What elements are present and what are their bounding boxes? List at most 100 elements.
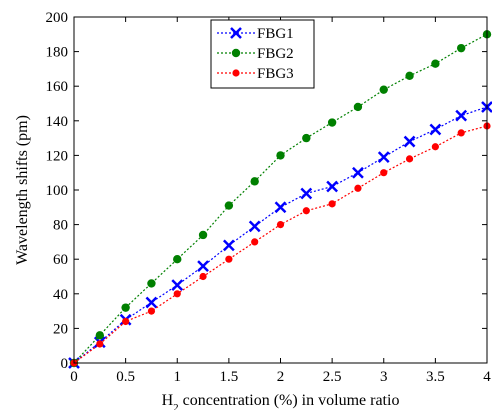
- x-axis-label: H2 concentration (%) in volume ratio: [162, 392, 400, 410]
- data-point-fbg1-9: [300, 187, 313, 200]
- data-point-fbg3-6: [225, 255, 233, 263]
- data-point-fbg1-13: [403, 135, 416, 148]
- data-point-fbg1-4: [171, 279, 184, 292]
- data-point-fbg1-8-stroke-b: [274, 201, 287, 214]
- y-tick-label: 160: [46, 79, 69, 95]
- data-point-fbg1-7-stroke-b: [248, 220, 261, 233]
- data-point-fbg1-5: [197, 260, 209, 273]
- data-point-fbg2-11: [353, 102, 363, 112]
- data-point-fbg1-8: [274, 201, 287, 214]
- data-point-fbg2-13: [405, 71, 414, 81]
- legend-label-fbg2: FBG2: [257, 46, 294, 62]
- data-point-fbg2-7: [250, 177, 259, 186]
- ticks-layer: 0 0.5 1 1.5 2 2.5 3 3.5 402040608010012014016018…: [46, 10, 492, 385]
- data-point-fbg2-8: [276, 151, 285, 160]
- legend-box: [210, 19, 315, 89]
- x-tick-label: 1.5: [220, 369, 239, 385]
- legend: FBG1 FBG2 FBG3: [210, 19, 315, 89]
- data-point-fbg3-9: [302, 207, 310, 215]
- data-point-fbg1-5-stroke-b: [197, 260, 209, 273]
- data-point-fbg3-4: [173, 290, 181, 298]
- data-point-fbg2-6: [224, 201, 234, 210]
- data-point-fbg1-11: [352, 166, 364, 179]
- data-point-fbg1-13-stroke-b: [403, 135, 416, 148]
- data-point-fbg1-12-stroke-b: [377, 151, 390, 164]
- data-point-fbg3-2: [122, 317, 130, 326]
- data-point-fbg3-3: [147, 307, 156, 315]
- data-point-fbg2-5: [198, 230, 208, 240]
- series-line-fbg3: [73, 125, 488, 364]
- y-tick-label: 180: [46, 45, 69, 61]
- data-point-fbg1-3: [145, 296, 158, 309]
- data-point-fbg2-14: [431, 59, 440, 68]
- x-axis-label-prefix: H: [162, 392, 174, 409]
- data-point-fbg3-12: [380, 169, 388, 177]
- data-point-fbg1-14-stroke-b: [429, 123, 442, 136]
- x-axis-label-subscript: 2: [173, 402, 179, 410]
- legend-label-fbg1: FBG1: [257, 26, 294, 42]
- legend-marker-fbg2: [231, 48, 241, 58]
- series-line-fbg1: [73, 106, 488, 364]
- data-point-fbg3-8: [276, 221, 285, 229]
- data-point-fbg2-10: [327, 118, 337, 127]
- data-point-fbg3-14: [431, 143, 439, 151]
- data-point-fbg3-7: [251, 238, 259, 246]
- data-point-fbg1-11-stroke-b: [352, 166, 364, 179]
- data-point-fbg1-9-stroke-b: [300, 187, 313, 200]
- series-fbg2: [69, 30, 492, 368]
- data-point-fbg2-4: [173, 255, 182, 264]
- x-axis-label-suffix: concentration (%) in volume ratio: [179, 392, 400, 409]
- y-tick-label: 200: [46, 10, 69, 26]
- x-tick-label: 0: [70, 369, 78, 385]
- data-point-fbg1-15: [455, 109, 468, 122]
- data-point-fbg3-5: [199, 272, 207, 281]
- x-tick-label: 0.5: [116, 369, 135, 385]
- legend-label-fbg3: FBG3: [257, 66, 294, 82]
- data-point-fbg3-10: [328, 200, 336, 208]
- y-tick-label: 140: [46, 114, 69, 130]
- series-fbg3: [70, 122, 491, 367]
- data-point-fbg1-4-stroke-b: [171, 279, 184, 292]
- data-point-fbg3-15: [457, 129, 465, 137]
- data-point-fbg2-12: [379, 85, 388, 94]
- data-point-fbg1-14: [429, 123, 442, 136]
- y-axis-label: Wavelength shifts (pm): [14, 115, 31, 265]
- y-tick-label: 40: [53, 287, 68, 303]
- y-tick-label: 120: [46, 148, 69, 164]
- legend-marker-fbg1-stroke-b: [230, 27, 242, 39]
- data-point-fbg2-2: [121, 303, 130, 312]
- y-tick-label: 100: [46, 183, 69, 199]
- data-point-fbg1-10: [326, 180, 339, 193]
- series-layer: [68, 30, 492, 369]
- x-tick-label: 3.5: [426, 369, 445, 385]
- x-tick-label: 1: [174, 369, 182, 385]
- y-tick-label: 0: [61, 356, 69, 372]
- data-point-fbg1-10-stroke-b: [326, 180, 339, 193]
- data-point-fbg1-6: [222, 239, 235, 252]
- x-tick-label: 3: [380, 369, 388, 385]
- data-point-fbg2-1: [95, 331, 105, 340]
- y-tick-label: 80: [53, 218, 68, 234]
- data-point-fbg2-9: [302, 133, 311, 143]
- data-point-fbg2-15: [456, 43, 466, 53]
- data-point-fbg3-13: [405, 155, 414, 163]
- data-point-fbg1-3-stroke-b: [145, 296, 158, 309]
- x-tick-label: 2.5: [323, 369, 342, 385]
- legend-marker-fbg1: [230, 27, 242, 39]
- plot-frame: [73, 16, 488, 364]
- x-tick-label: 2: [277, 369, 285, 385]
- x-tick-label: 4: [483, 369, 491, 385]
- data-point-fbg1-7: [248, 220, 261, 233]
- data-point-fbg1-6-stroke-b: [222, 239, 235, 252]
- series-fbg1: [68, 101, 492, 369]
- data-point-fbg2-3: [147, 279, 156, 288]
- legend-marker-fbg3: [232, 69, 240, 77]
- y-tick-label: 60: [53, 252, 68, 268]
- data-point-fbg1-15-stroke-b: [455, 109, 468, 122]
- data-point-fbg3-11: [354, 184, 362, 192]
- data-point-fbg3-1: [96, 340, 104, 348]
- data-point-fbg1-12: [377, 151, 390, 164]
- y-tick-label: 20: [53, 321, 68, 337]
